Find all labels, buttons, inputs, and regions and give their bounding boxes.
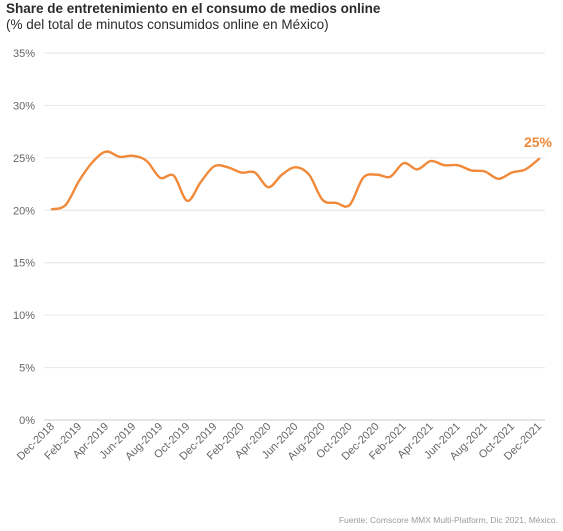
y-tick-label: 10% xyxy=(13,310,35,322)
series-line xyxy=(50,150,541,211)
y-tick-label: 30% xyxy=(13,100,35,112)
y-tick-label: 5% xyxy=(19,363,35,375)
x-axis-ticks: Dec-2018Feb-2019Apr-2019Jun-2019Aug-2019… xyxy=(15,421,544,463)
chart-subtitle: (% del total de minutos consumidos onlin… xyxy=(6,17,329,32)
source-note: Fuente: Comscore MMX Multi-Platform, Dic… xyxy=(338,515,558,525)
y-tick-label: 20% xyxy=(13,205,35,217)
last-value-annotation: 25% xyxy=(524,134,553,150)
y-axis-ticks: 0% 5% 10% 15% 20% 25% 30% 35% xyxy=(13,48,35,427)
y-tick-label: 0% xyxy=(19,415,35,427)
y-tick-label: 35% xyxy=(13,48,35,60)
y-tick-label: 15% xyxy=(13,258,35,270)
chart-title: Share de entretenimiento en el consumo d… xyxy=(6,1,381,16)
grid-lines xyxy=(44,52,545,421)
y-tick-label: 25% xyxy=(13,153,35,165)
